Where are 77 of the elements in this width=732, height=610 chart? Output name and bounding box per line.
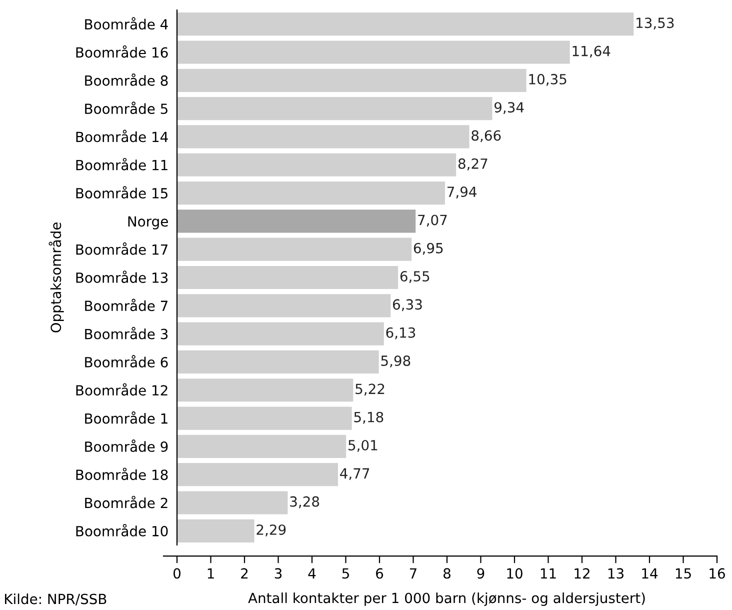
x-axis-title: Antall kontakter per 1 000 barn (kjønns- og aldersjustert) — [248, 592, 645, 606]
y-tick-label: Boområde 9 — [85, 440, 168, 452]
bar — [177, 294, 391, 318]
bar — [177, 68, 526, 92]
bar — [177, 181, 445, 205]
bar — [177, 238, 412, 261]
bar — [177, 406, 352, 430]
x-tick-label: 5 — [342, 568, 349, 579]
y-tick-label: Boområde 16 — [76, 45, 168, 58]
x-tick-label: 13 — [608, 568, 624, 579]
y-tick-label: Boområde 13 — [76, 270, 168, 283]
y-axis-title: Opptaksområde — [48, 222, 64, 332]
data-label: 9,34 — [494, 102, 524, 114]
data-label: 5,22 — [356, 384, 384, 396]
x-tick-label: 9 — [477, 568, 484, 579]
y-tick-label: Boområde 4 — [85, 17, 168, 30]
y-tick-label: Boområde 5 — [85, 102, 168, 114]
data-label: 7,07 — [418, 214, 447, 227]
y-tick-label: Boområde 18 — [76, 468, 168, 480]
data-label: 7,94 — [448, 186, 477, 198]
data-label: 2,29 — [256, 524, 286, 536]
x-tick-label: 15 — [676, 568, 691, 579]
y-tick-label: Boområde 10 — [76, 524, 168, 536]
y-tick-label: Boområde 12 — [76, 383, 168, 396]
bar — [177, 434, 346, 458]
x-tick-label: 3 — [274, 568, 282, 579]
bar — [177, 378, 354, 402]
bar — [177, 519, 254, 542]
data-label: 4,77 — [340, 468, 370, 480]
bar — [177, 491, 288, 514]
x-tick-label: 8 — [444, 568, 450, 579]
x-tick-label: 12 — [574, 568, 590, 578]
x-tick-label: 6 — [376, 568, 384, 579]
bar — [177, 322, 384, 346]
bar — [177, 12, 634, 36]
x-tick-label: 16 — [710, 568, 725, 579]
y-tick-label: Norge — [128, 216, 168, 230]
text: Kilde: NPR/SSB — [5, 594, 106, 606]
bar — [177, 97, 492, 120]
data-label: 8,27 — [458, 158, 488, 170]
bar — [177, 463, 338, 486]
y-tick-label: Boområde 14 — [76, 130, 168, 142]
bar — [177, 153, 456, 176]
y-tick-label: Boområde 6 — [85, 355, 168, 368]
data-label: 6,55 — [400, 271, 430, 283]
bar — [177, 350, 379, 374]
x-tick-label: 7 — [410, 568, 416, 578]
y-tick-label: Boområde 11 — [76, 158, 168, 170]
y-tick-label: Boområde 1 — [85, 411, 168, 424]
data-label: 10,35 — [529, 74, 566, 86]
data-label: 6,33 — [392, 299, 422, 312]
y-tick-label: Boområde 7 — [85, 298, 168, 312]
data-label: 5,01 — [348, 440, 378, 452]
data-label: 8,66 — [472, 130, 501, 142]
y-tick-label: Boområde 3 — [85, 326, 168, 340]
x-tick-label: 14 — [642, 568, 658, 578]
data-label: 11,64 — [572, 46, 610, 58]
x-tick-label: 4 — [308, 568, 316, 578]
x-tick-label: 2 — [241, 568, 248, 578]
x-tick-label: 0 — [173, 568, 180, 579]
data-label: 6,95 — [414, 242, 443, 255]
y-tick-label: Boområde 15 — [76, 186, 168, 198]
bar — [177, 125, 470, 148]
bar — [177, 210, 416, 233]
data-label: 13,53 — [636, 18, 674, 30]
bar — [177, 266, 398, 290]
y-tick-label: Boområde 17 — [76, 242, 168, 255]
bar — [177, 40, 570, 64]
data-label: 6,13 — [386, 327, 416, 340]
data-label: 5,18 — [354, 412, 384, 424]
data-label: 3,28 — [290, 496, 320, 508]
x-tick-label: 10 — [507, 568, 522, 579]
x-tick-label: 1 — [208, 568, 214, 578]
x-tick-label: 11 — [540, 568, 556, 578]
data-label: 5,98 — [381, 356, 410, 368]
y-tick-label: Boområde 8 — [85, 73, 168, 86]
y-tick-label: Boområde 2 — [85, 496, 168, 508]
